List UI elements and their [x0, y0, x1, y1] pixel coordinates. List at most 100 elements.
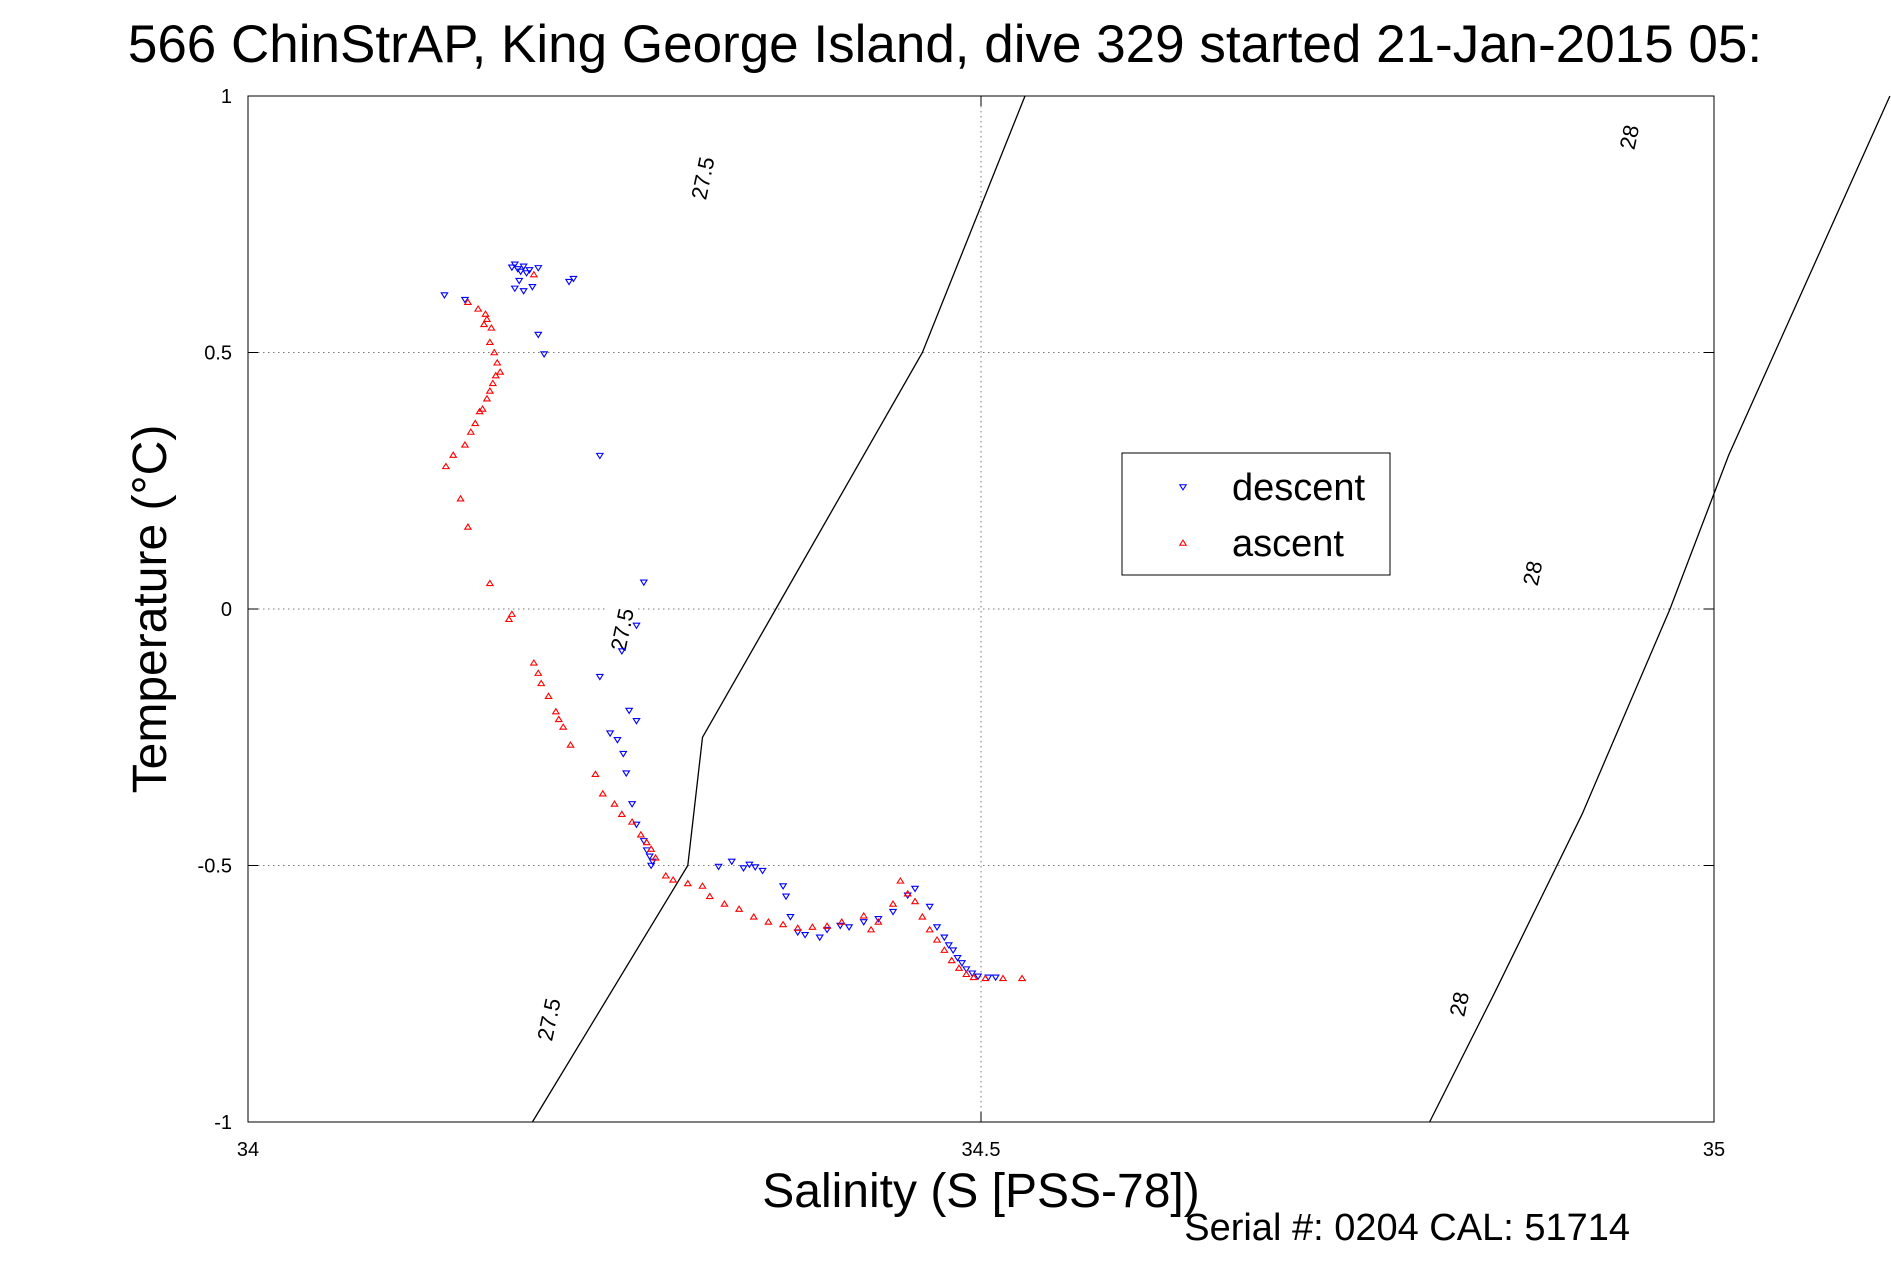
descent-point	[727, 858, 736, 866]
ascent-point	[490, 348, 499, 356]
ascent-point	[627, 817, 637, 825]
ascent-point	[491, 371, 500, 379]
ascent-point	[488, 379, 498, 387]
ascent-point	[566, 741, 575, 748]
ascent-point	[485, 387, 495, 394]
contour-label-bg	[1613, 109, 1644, 166]
descent-point	[822, 926, 832, 934]
descent-point	[534, 265, 543, 272]
ascent-point	[859, 911, 868, 919]
descent-point	[460, 296, 470, 304]
descent-point	[539, 351, 549, 358]
descent-point	[646, 862, 656, 870]
y-tick-label: -1	[214, 1112, 232, 1134]
ascent-point	[551, 707, 561, 715]
ascent-point	[504, 615, 514, 623]
ascent-point	[463, 298, 473, 306]
descent-point	[528, 284, 537, 291]
x-tick-label: 34	[237, 1139, 259, 1161]
descent-point	[645, 853, 654, 861]
descent-point	[569, 275, 578, 283]
y-tick-label: 1	[221, 86, 232, 108]
ascent-point	[598, 789, 607, 797]
descent-point	[605, 730, 615, 738]
descent-point	[624, 707, 634, 715]
ascent-point	[466, 428, 476, 435]
descent-point	[968, 970, 977, 978]
data-points	[440, 261, 1027, 982]
descent-point	[714, 863, 723, 871]
x-tick-label: 35	[1703, 1139, 1725, 1161]
ascent-point	[487, 323, 496, 331]
descent-point	[632, 718, 641, 725]
ascent-point	[954, 964, 964, 971]
ascent-point	[981, 974, 990, 982]
ascent-point	[888, 900, 898, 907]
descent-point	[859, 919, 868, 926]
ascent-point	[529, 658, 539, 666]
ascent-point	[482, 394, 492, 402]
ascent-point	[495, 368, 505, 375]
descent-point	[932, 924, 942, 931]
ascent-point	[493, 358, 502, 366]
ascent-point	[485, 579, 495, 587]
x-axis-label: Salinity (S [PSS-78])	[762, 1165, 1199, 1218]
ascent-point	[661, 871, 671, 879]
descent-point	[962, 966, 971, 974]
ascent-point	[478, 405, 487, 412]
descent-point	[525, 267, 534, 274]
legend-box	[1121, 452, 1391, 576]
ascent-point	[734, 905, 744, 912]
ascent-point	[473, 304, 483, 312]
legend-label-ascent: ascent	[1232, 523, 1344, 565]
ascent-point	[636, 830, 646, 838]
descent-point	[751, 864, 760, 871]
ascent-point	[558, 723, 568, 730]
descent-point	[739, 865, 748, 872]
ascent-point	[1017, 974, 1027, 982]
descent-point	[510, 261, 520, 269]
descent-point	[778, 883, 788, 890]
ascent-point	[749, 912, 758, 920]
ascent-point	[896, 876, 905, 884]
descent-point	[800, 931, 810, 939]
legend-marker-descent	[1178, 484, 1188, 491]
descent-point	[515, 277, 524, 285]
descent-point	[991, 974, 1000, 982]
ascent-point	[481, 310, 490, 317]
ascent-point	[537, 679, 546, 687]
ascent-point	[668, 875, 678, 883]
ascent-point	[778, 920, 788, 928]
isopycnal-line-28	[1429, 95, 1891, 1123]
grid-lines	[248, 96, 1714, 1122]
ascent-point	[610, 800, 619, 807]
descent-point	[622, 770, 631, 778]
descent-point	[836, 922, 845, 930]
y-tick-label: -0.5	[198, 856, 232, 878]
x-tick-label: 34.5	[962, 1139, 1001, 1161]
descent-point	[564, 278, 574, 286]
descent-point	[925, 903, 934, 911]
descent-point	[639, 579, 649, 587]
ascent-point	[932, 935, 942, 943]
ascent-point	[822, 922, 832, 929]
ascent-point	[471, 419, 480, 427]
descent-point	[910, 885, 920, 893]
descent-point	[522, 270, 531, 277]
ascent-point	[910, 897, 920, 905]
ascent-point	[918, 912, 927, 920]
descent-point	[844, 924, 854, 931]
contour-label: 28	[1445, 990, 1475, 1019]
contour-label: 28	[1518, 559, 1548, 588]
descent-point	[948, 947, 958, 955]
ascent-point	[793, 924, 802, 931]
contour-label-bg	[1443, 976, 1474, 1033]
axis-ticks: 34 34.5 35 -1 -0.5 0 0.5 1	[198, 86, 1726, 1161]
isopycnal-line-27-5	[531, 95, 1026, 1123]
descent-point	[516, 268, 525, 276]
descent-point	[617, 648, 627, 655]
ascent-point	[544, 692, 553, 699]
ascent-point	[720, 900, 729, 907]
